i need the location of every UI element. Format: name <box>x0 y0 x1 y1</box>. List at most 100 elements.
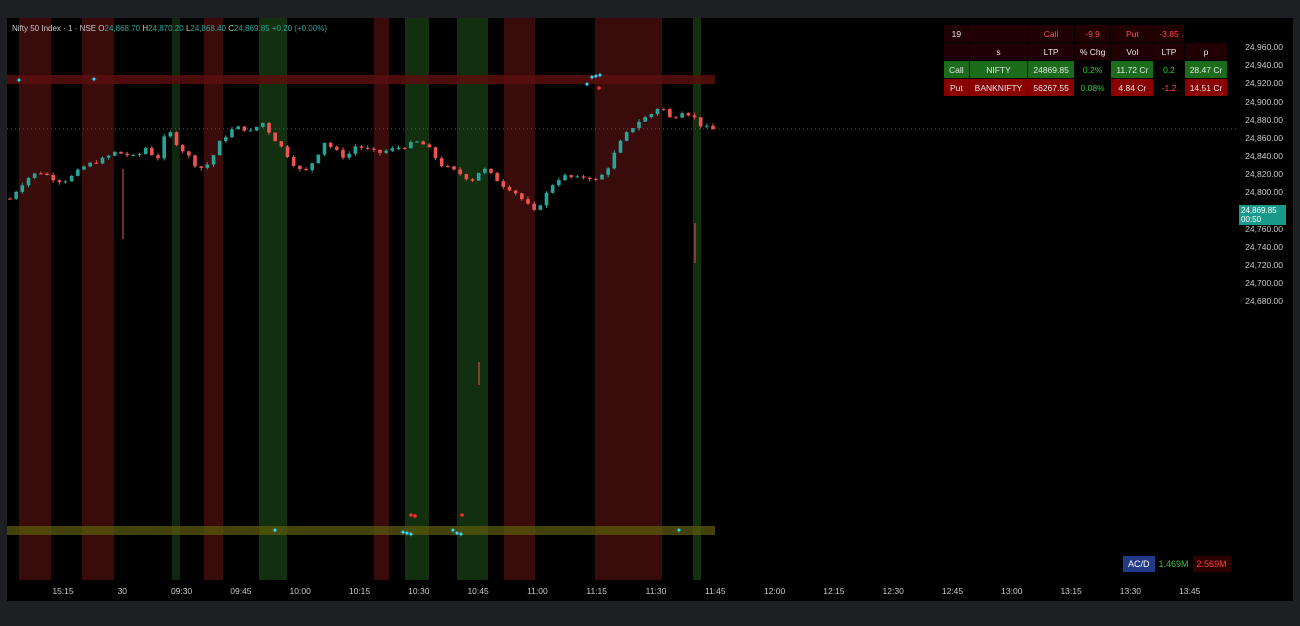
session-band <box>504 18 535 580</box>
candle-body <box>273 132 277 142</box>
candle-body <box>39 173 43 175</box>
candle-body <box>316 154 321 164</box>
time-tick: 10:00 <box>289 586 311 596</box>
col-header: LTP <box>1028 43 1074 60</box>
price-tick: 24,700.00 <box>1245 278 1283 289</box>
candle-body <box>483 168 487 173</box>
candle-body <box>106 155 111 158</box>
candle-body <box>631 128 635 133</box>
stats-table: 19 Call -9.9 Put -3.85 s LTP % Chg Vol L… <box>943 24 1228 97</box>
time-tick: 13:30 <box>1119 586 1142 596</box>
time-tick: 11:00 <box>527 586 548 596</box>
candle-body <box>347 153 351 158</box>
candle-body <box>489 168 493 173</box>
time-tick: 13:00 <box>1001 586 1023 596</box>
candle-body <box>82 166 86 170</box>
chart-frame[interactable]: ✦ ✦ ✦ ✦ ✦ ✦ ✦ ✦ ✦ ✦ ✦ ✦ ✦ ✦ Nifty 50 Index · 1 · NSE … <box>7 18 1293 601</box>
put-header: Put <box>1111 25 1154 42</box>
candle-body <box>446 166 450 168</box>
ltp-cell: 24869.85 <box>1028 61 1074 78</box>
price-tick: 24,880.00 <box>1245 114 1283 125</box>
candle-body <box>291 157 296 166</box>
candle-body <box>322 142 327 155</box>
candle-body <box>125 153 129 156</box>
candle-body <box>458 169 462 175</box>
candle-body <box>310 163 314 171</box>
candle-body <box>544 192 549 206</box>
session-band <box>374 18 389 580</box>
open-value: 24,868.70 <box>104 24 141 33</box>
time-tick: 10:45 <box>467 586 489 596</box>
col-header: Vol <box>1111 43 1154 60</box>
buy-signal-icon: ✦ <box>454 529 461 538</box>
chart-plot[interactable]: ✦ ✦✦✦✦✦✦ ✦✦✦ ✦✦✦ ✦ <box>7 18 1293 601</box>
candle-body <box>476 172 481 181</box>
candle-body <box>211 155 216 165</box>
time-tick: 11:45 <box>704 586 726 596</box>
price-tick: 24,680.00 <box>1245 296 1283 307</box>
price-tick: 24,920.00 <box>1245 78 1283 89</box>
candle-body <box>119 151 123 154</box>
candle-body <box>495 172 499 182</box>
candle-body <box>143 147 148 155</box>
candle-body <box>51 174 55 181</box>
candle-body <box>187 151 191 156</box>
price-tick: 24,800.00 <box>1245 187 1283 198</box>
col-header: % Chg <box>1074 43 1111 60</box>
candle-body <box>600 174 604 180</box>
candle-body <box>705 125 709 127</box>
vol-cell: 11.72 Cr <box>1111 61 1154 78</box>
candle-body <box>427 144 432 148</box>
sell-signal-icon <box>409 513 413 517</box>
time-tick: 13:15 <box>1060 586 1082 596</box>
candle-body <box>285 146 290 158</box>
candle-body <box>390 148 395 151</box>
candle-body <box>224 137 228 141</box>
time-tick: 12:00 <box>763 586 786 596</box>
candle-body <box>328 142 333 147</box>
col-header: p <box>1184 43 1228 60</box>
candle-body <box>236 126 240 130</box>
close-value: 24,869.85 <box>234 24 270 33</box>
candle-body <box>575 176 580 178</box>
candle-body <box>150 147 154 156</box>
candle-body <box>674 117 678 119</box>
candle-body <box>507 186 512 191</box>
call-header: Call <box>1028 25 1074 42</box>
low-key: L <box>185 24 191 33</box>
candle-body <box>359 146 364 148</box>
buy-signal-icon: ✦ <box>589 73 596 82</box>
count-cell: 19 <box>944 25 969 42</box>
empty-cell <box>944 43 969 60</box>
candle-body <box>550 185 555 193</box>
candle-body <box>205 164 210 168</box>
time-tick: 11:30 <box>645 586 667 596</box>
buy-signal-icon: ✦ <box>584 80 591 89</box>
candle-body <box>217 140 222 156</box>
candle-body <box>698 117 703 127</box>
candle-body <box>63 181 68 183</box>
candle-body <box>32 173 37 178</box>
candle-body <box>409 142 413 149</box>
candle-body <box>624 132 629 141</box>
candle-body <box>365 147 370 149</box>
buy-signal-icon: ✦ <box>458 530 465 539</box>
symbol-cell: NIFTY <box>969 61 1028 78</box>
candle-body <box>520 193 524 200</box>
candle-body <box>655 108 660 115</box>
candle-body <box>415 141 419 143</box>
candle-body <box>26 177 31 186</box>
candle-body <box>439 158 444 167</box>
close-key: C <box>228 24 234 33</box>
candle-body <box>174 132 179 146</box>
sell-signal-icon <box>413 514 417 518</box>
candle-body <box>100 157 105 164</box>
time-tick: 12:30 <box>882 586 904 596</box>
price-tick: 24,960.00 <box>1245 42 1283 52</box>
candle-body <box>353 146 358 154</box>
candle-body <box>131 154 136 156</box>
candle-body <box>594 179 598 181</box>
support-zone <box>7 526 715 535</box>
candle-body <box>341 149 345 158</box>
candle-body <box>711 125 715 130</box>
